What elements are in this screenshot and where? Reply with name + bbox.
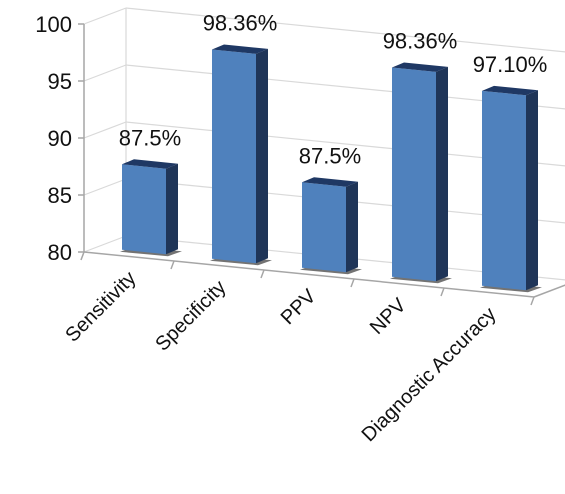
gridline: [125, 7, 565, 53]
floor-edge: [533, 284, 565, 298]
x-tick-mark: [350, 278, 355, 288]
bar: [390, 62, 452, 284]
bar-top: [392, 62, 448, 72]
data-label: 87.5%: [299, 143, 361, 168]
bar-side: [256, 48, 268, 264]
y-tick-label: 85: [48, 183, 72, 208]
bar-top: [302, 177, 358, 187]
bar-top: [212, 44, 268, 54]
x-tick-mark: [80, 251, 85, 261]
gridline-left-wall: [83, 178, 127, 196]
bar-front: [122, 164, 166, 255]
data-label: 98.36%: [203, 10, 278, 35]
chart-walls: [83, 7, 565, 298]
bar-side: [166, 163, 178, 255]
x-tick-label: Specificity: [151, 276, 230, 355]
data-label: 87.5%: [119, 125, 181, 150]
bar-side: [346, 181, 358, 273]
data-label: 97.10%: [473, 52, 548, 77]
bars-group: [120, 44, 542, 293]
data-label: 98.36%: [383, 28, 458, 53]
bar-top: [122, 159, 178, 169]
x-tick-mark: [440, 287, 445, 297]
bar-side: [526, 90, 538, 291]
gridline-left-wall: [83, 121, 127, 139]
y-tick-label: 80: [48, 240, 72, 265]
bar-front: [212, 49, 256, 264]
y-tick-label: 95: [48, 69, 72, 94]
x-tick-label: Sensitivity: [61, 267, 140, 346]
bar: [210, 44, 272, 266]
x-tick-mark: [530, 296, 535, 306]
y-tick-label: 100: [35, 12, 72, 37]
bar-front: [302, 182, 346, 273]
bar: [480, 85, 542, 293]
data-labels: 87.5% 98.36% 87.5% 98.36% 97.10%: [119, 10, 548, 168]
gridline-left-wall: [83, 235, 127, 253]
x-tick-mark: [260, 269, 265, 279]
y-axis: 80 85 90 95 100: [35, 12, 535, 306]
x-tick-label: NPV: [366, 294, 411, 339]
x-tick-label: PPV: [277, 285, 321, 329]
bar: [120, 159, 182, 257]
y-tick-label: 90: [48, 126, 72, 151]
gridline-left-wall: [83, 64, 127, 82]
gridline-left-wall: [83, 7, 127, 25]
bar-front: [482, 90, 526, 291]
bar-front: [392, 67, 436, 282]
x-tick-mark: [170, 260, 175, 270]
x-axis-line: [83, 251, 535, 298]
bar: [300, 177, 362, 275]
bar-side: [436, 66, 448, 282]
bar-top: [482, 85, 538, 96]
